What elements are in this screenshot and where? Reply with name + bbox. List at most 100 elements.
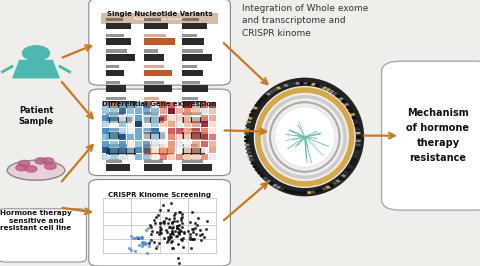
Bar: [106, 128, 119, 131]
Point: [159, 203, 167, 207]
Bar: [283, 84, 288, 87]
Bar: [184, 102, 192, 107]
Point: [125, 246, 133, 250]
Bar: [119, 141, 126, 147]
Point: [156, 228, 164, 232]
Bar: [182, 81, 200, 84]
Point: [179, 211, 186, 216]
Bar: [102, 108, 109, 114]
Bar: [168, 134, 175, 140]
Bar: [276, 86, 281, 90]
Point: [166, 234, 173, 238]
Point: [168, 239, 176, 243]
Point: [174, 226, 181, 230]
Point: [197, 238, 204, 242]
Bar: [245, 147, 251, 150]
Bar: [119, 147, 126, 153]
Bar: [356, 140, 361, 142]
Bar: [144, 128, 159, 131]
Polygon shape: [12, 60, 60, 78]
Bar: [106, 54, 135, 61]
Bar: [351, 158, 357, 161]
Point: [137, 235, 144, 240]
Point: [168, 232, 176, 236]
Bar: [184, 141, 192, 147]
Bar: [307, 191, 312, 194]
Bar: [127, 121, 134, 127]
Bar: [201, 121, 208, 127]
Bar: [168, 108, 175, 114]
Point: [186, 232, 194, 236]
Bar: [144, 54, 164, 61]
Bar: [254, 103, 261, 106]
Point: [127, 248, 135, 252]
Bar: [168, 141, 175, 147]
Bar: [119, 154, 126, 160]
Bar: [349, 113, 356, 116]
Point: [142, 241, 150, 245]
Bar: [353, 120, 359, 123]
Bar: [143, 154, 150, 160]
Bar: [127, 102, 134, 107]
Bar: [184, 108, 192, 114]
Bar: [127, 128, 134, 134]
Bar: [159, 147, 167, 153]
Bar: [184, 115, 192, 120]
Bar: [135, 134, 142, 140]
Bar: [151, 134, 158, 140]
Point: [156, 221, 164, 225]
Bar: [101, 13, 218, 24]
Bar: [106, 49, 127, 53]
Bar: [106, 97, 126, 100]
Point: [180, 236, 187, 240]
Bar: [329, 184, 335, 187]
Bar: [318, 85, 324, 88]
Bar: [110, 121, 118, 127]
Point: [191, 237, 198, 241]
Point: [162, 228, 170, 232]
Bar: [110, 115, 118, 120]
Bar: [322, 86, 327, 90]
Point: [132, 236, 139, 240]
Bar: [201, 147, 208, 153]
Point: [186, 237, 193, 242]
Bar: [257, 171, 263, 175]
Point: [200, 235, 207, 239]
Point: [171, 219, 179, 223]
Bar: [106, 148, 136, 155]
Point: [143, 251, 151, 256]
Bar: [144, 49, 158, 53]
Circle shape: [25, 166, 37, 172]
Circle shape: [42, 158, 54, 164]
Point: [165, 237, 173, 242]
Bar: [244, 128, 250, 131]
Bar: [110, 102, 118, 107]
Point: [179, 214, 186, 219]
Text: Hormone therapy
sensitive and
resistant cell line: Hormone therapy sensitive and resistant …: [0, 210, 72, 231]
Bar: [135, 141, 142, 147]
Bar: [287, 190, 292, 193]
Bar: [144, 148, 174, 155]
Bar: [354, 124, 360, 127]
Bar: [341, 100, 347, 103]
Point: [167, 235, 174, 239]
Bar: [151, 102, 158, 107]
Point: [167, 235, 174, 239]
Bar: [102, 102, 109, 107]
Bar: [257, 100, 263, 103]
Point: [156, 207, 164, 212]
Bar: [144, 159, 164, 163]
Bar: [135, 154, 142, 160]
Point: [190, 236, 197, 241]
Bar: [291, 191, 296, 194]
Bar: [279, 85, 285, 88]
Point: [170, 216, 178, 220]
Text: Patient
Sample: Patient Sample: [19, 106, 53, 126]
Bar: [176, 115, 183, 120]
Point: [175, 227, 183, 231]
Bar: [244, 136, 249, 138]
Bar: [247, 155, 253, 158]
Point: [196, 228, 204, 232]
Bar: [176, 108, 183, 114]
Point: [134, 236, 142, 240]
